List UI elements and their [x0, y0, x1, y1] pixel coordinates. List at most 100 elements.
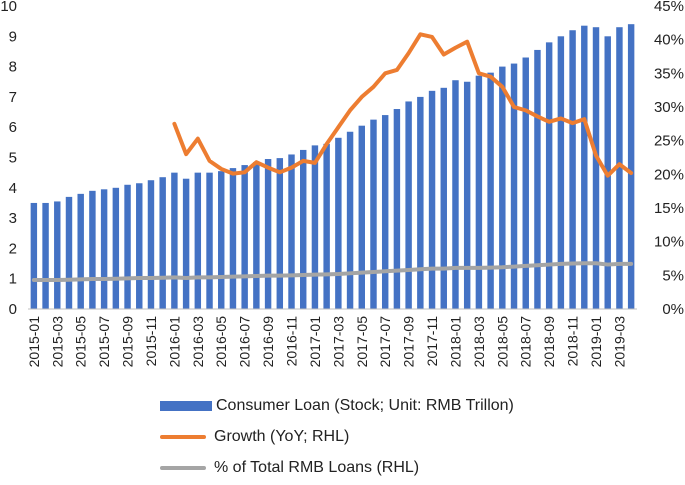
x-tick-label: 2017-05	[354, 316, 370, 368]
x-tick-label: 2015-03	[49, 316, 65, 368]
bar-2018-11	[569, 30, 576, 310]
bar-2019-01	[592, 27, 600, 310]
bar-2017-10	[417, 96, 424, 310]
bar-2016-02	[182, 178, 190, 309]
bar-2016-04	[206, 172, 213, 309]
bar-2016-07	[241, 165, 248, 309]
bar-2016-09	[264, 159, 272, 309]
bar-2015-12	[159, 177, 166, 309]
left-tick-label: 7	[9, 89, 17, 106]
x-tick-label: 2018-07	[518, 316, 534, 368]
x-tick-label: 2016-05	[213, 316, 229, 368]
bar-2018-03	[475, 75, 483, 309]
left-tick-label: 8	[9, 59, 17, 76]
legend-swatch-growth	[160, 435, 206, 439]
bar-2017-01	[311, 145, 319, 309]
bar-2019-04	[627, 24, 635, 310]
bar-2015-02	[42, 202, 49, 309]
x-tick-label: 2018-09	[541, 316, 557, 368]
bar-2016-05	[218, 171, 225, 309]
left-tick-label: 2	[9, 240, 17, 257]
bar-2015-10	[136, 183, 143, 309]
right-tick-label: 20%	[654, 166, 684, 183]
left-tick-label: 0	[9, 301, 17, 318]
bar-2015-03	[54, 201, 61, 309]
x-tick-label: 2016-01	[166, 316, 182, 368]
bar-2018-05	[499, 66, 506, 309]
bar-2016-10	[276, 158, 284, 309]
legend-label-consumer-loan: Consumer Loan (Stock; Unit: RMB Trillon)	[216, 397, 514, 414]
bar-2017-05	[358, 125, 365, 309]
bar-2018-07	[522, 57, 529, 310]
bar-2015-04	[65, 196, 73, 309]
x-tick-label: 2017-09	[401, 316, 417, 368]
x-tick-label: 2017-11	[424, 316, 440, 367]
bar-2016-08	[253, 162, 260, 309]
right-tick-label: 0%	[662, 301, 684, 318]
bar-2018-10	[557, 36, 565, 310]
legend-item-consumer-loan: Consumer Loan (Stock; Unit: RMB Trillon)	[160, 392, 680, 420]
growth-line	[172, 32, 634, 178]
bar-2015-08	[112, 187, 120, 309]
legend-item-growth: Growth (YoY; RHL)	[160, 423, 680, 451]
bar-2015-01	[30, 202, 38, 309]
left-tick-label: 6	[9, 119, 17, 136]
bar-2018-09	[545, 42, 553, 310]
bar-2016-06	[229, 168, 237, 309]
bar-2016-01	[171, 172, 178, 309]
bar-2018-12	[581, 25, 588, 309]
x-tick-label: 2016-11	[284, 316, 300, 367]
right-y-axis: 0% 5% 10% 15% 20% 25% 30% 35% 40% 45%	[654, 0, 684, 318]
bar-2017-09	[405, 101, 412, 309]
bar-2017-07	[381, 115, 389, 309]
bar-2016-03	[194, 172, 202, 309]
right-tick-label: 10%	[654, 234, 684, 251]
legend: Consumer Loan (Stock; Unit: RMB Trillon)…	[160, 392, 680, 485]
right-tick-label: 45%	[654, 0, 684, 15]
x-tick-label: 2015-07	[96, 316, 112, 368]
x-tick-label: 2017-01	[307, 316, 323, 368]
legend-swatch-consumer-loan	[160, 401, 212, 411]
legend-label-share: % of Total RMB Loans (RHL)	[214, 459, 420, 476]
bar-2017-12	[440, 87, 447, 309]
x-tick-label: 2018-11	[565, 316, 581, 367]
x-tick-label: 2016-09	[260, 316, 276, 368]
right-tick-label: 25%	[654, 133, 684, 150]
bar-2018-04	[487, 72, 494, 309]
left-tick-label: 5	[9, 150, 17, 167]
x-tick-label: 2015-01	[26, 316, 42, 368]
left-y-axis: 0 1 2 3 4 5 6 7 8 9 10	[0, 0, 17, 318]
x-tick-label: 2015-11	[143, 316, 159, 367]
right-tick-label: 5%	[662, 267, 684, 284]
bar-2015-09	[124, 184, 131, 309]
bar-2017-03	[335, 137, 342, 309]
legend-item-share: % of Total RMB Loans (RHL)	[160, 454, 680, 482]
chart: 0 1 2 3 4 5 6 7 8 9 10 0% 5% 10% 15% 20% 25% 30% 35% 40% 45…	[0, 0, 684, 368]
bar-2018-06	[510, 63, 518, 309]
left-tick-label: 9	[9, 28, 17, 45]
x-tick-label: 2016-03	[190, 316, 206, 368]
x-tick-label: 2015-05	[73, 316, 89, 368]
bar-2018-02	[463, 81, 471, 309]
bar-2016-11	[288, 154, 295, 309]
x-tick-label: 2019-01	[588, 316, 604, 368]
line-series-group	[31, 32, 634, 283]
bar-2015-11	[147, 180, 155, 309]
x-tick-label: 2015-09	[120, 316, 136, 368]
legend-swatch-share	[160, 466, 206, 470]
bar-2017-06	[370, 119, 377, 310]
bar-2015-07	[100, 189, 108, 309]
legend-label-growth: Growth (YoY; RHL)	[214, 428, 350, 445]
x-tick-label: 2018-03	[471, 316, 487, 368]
share-line	[31, 261, 634, 283]
bar-2017-11	[428, 90, 436, 309]
x-tick-label: 2019-03	[611, 316, 627, 368]
x-tick-label: 2016-07	[237, 316, 253, 368]
right-tick-label: 35%	[654, 65, 684, 82]
bar-2017-02	[323, 143, 330, 309]
x-tick-label: 2018-01	[447, 316, 463, 368]
bar-2015-06	[89, 190, 96, 309]
left-tick-label: 4	[9, 180, 17, 197]
right-tick-label: 40%	[654, 32, 684, 49]
bar-2017-04	[346, 131, 354, 309]
